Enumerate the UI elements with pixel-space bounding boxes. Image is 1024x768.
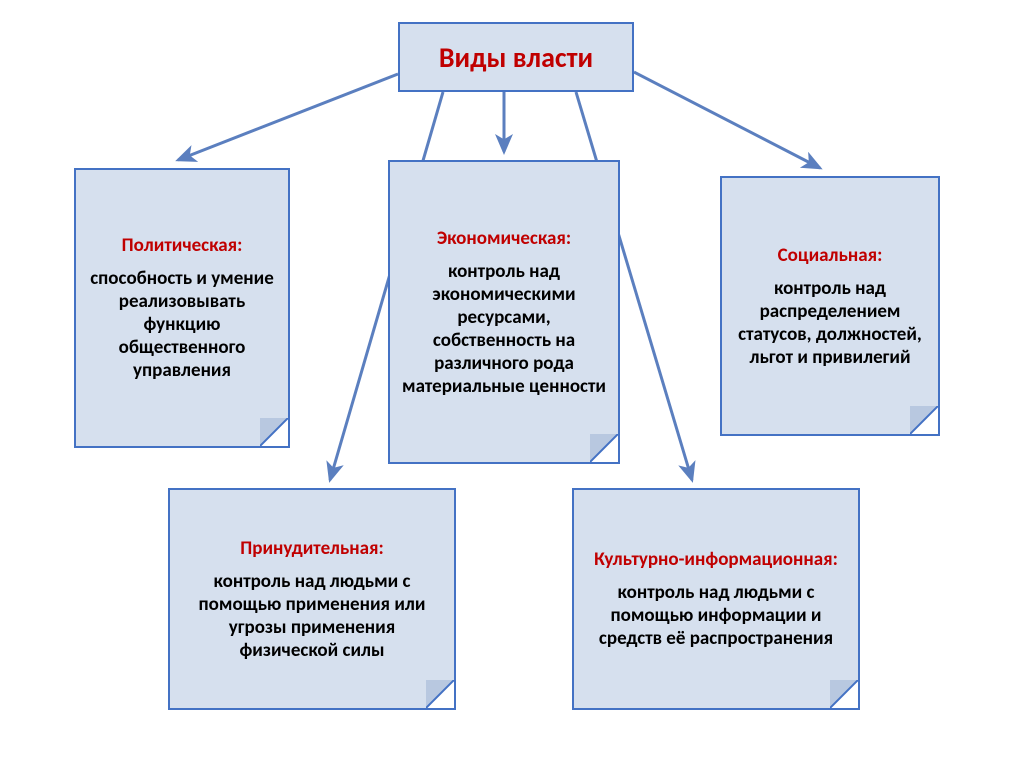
title-box: Виды власти — [398, 22, 634, 92]
node-body: контроль над людьми с помощью информации… — [586, 581, 846, 650]
page-curl-icon — [426, 680, 454, 708]
node-cultural: Культурно-информационная: контроль над лю… — [572, 488, 860, 710]
arrow-line — [178, 74, 398, 160]
node-body: контроль над людьми с помощью применения… — [182, 570, 442, 662]
page-curl-icon — [260, 418, 288, 446]
node-body: способность и умение реализовывать функц… — [88, 267, 276, 382]
title-text: Виды власти — [439, 40, 593, 75]
page-curl-icon — [910, 406, 938, 434]
node-heading: Культурно-информационная: — [594, 548, 838, 571]
node-economic: Экономическая: контроль над экономическим… — [388, 160, 620, 464]
node-body: контроль над распределением статусов, до… — [734, 277, 926, 369]
page-curl-icon — [830, 680, 858, 708]
node-heading: Экономическая: — [437, 227, 571, 250]
node-coercive: Принудительная: контроль над людьми с пом… — [168, 488, 456, 710]
node-heading: Принудительная: — [240, 537, 383, 560]
arrow-line — [634, 72, 820, 168]
node-political: Политическая: способность и умение реализ… — [74, 168, 290, 448]
page-curl-icon — [590, 434, 618, 462]
node-heading: Социальная: — [778, 244, 883, 267]
node-social: Социальная: контроль над распределением с… — [720, 176, 940, 436]
node-body: контроль над экономическими ресурсами, с… — [402, 260, 606, 398]
node-heading: Политическая: — [122, 234, 243, 257]
